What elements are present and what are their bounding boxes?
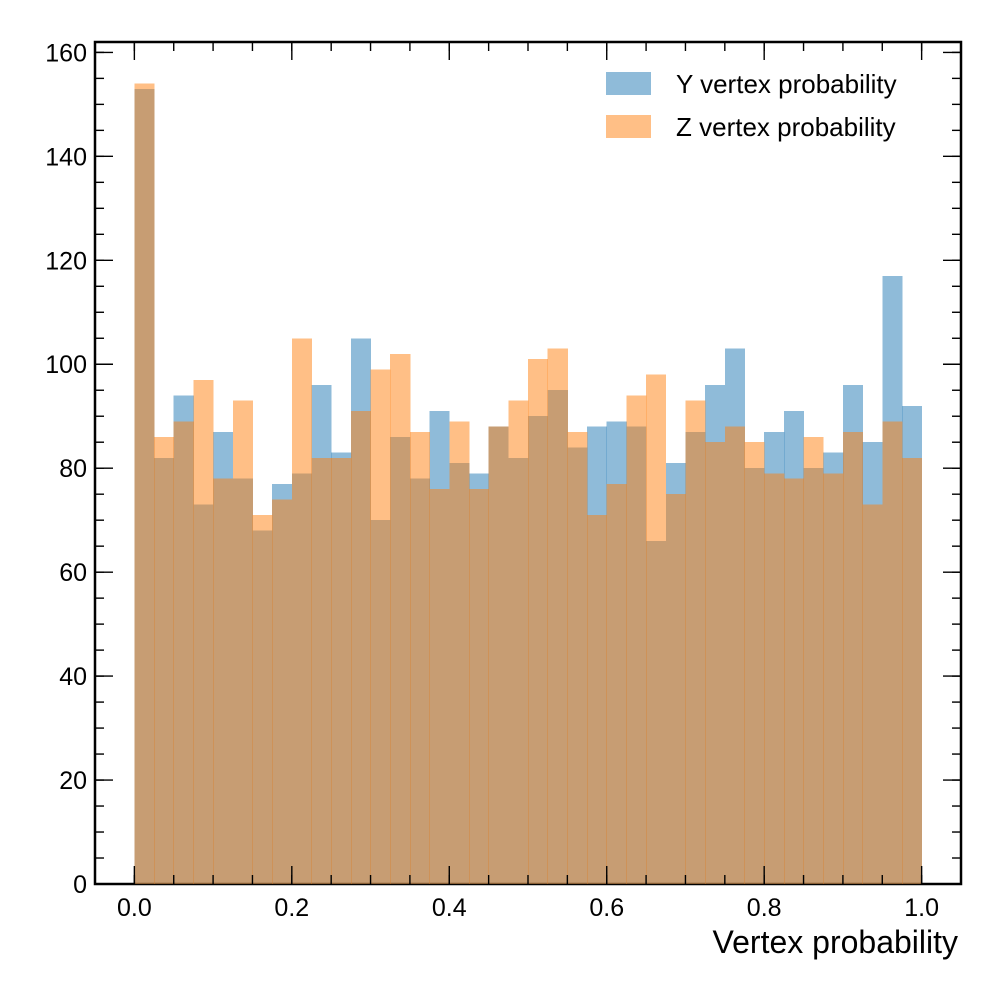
y-tick-label: 0 [73,871,87,899]
histogram-bar [449,421,470,884]
y-tick-label: 40 [59,663,87,691]
histogram-bar [685,400,706,884]
legend-label: Z vertex probability [676,112,896,142]
histogram-bar [862,504,883,884]
histogram-bar [508,400,529,884]
x-tick-label: 0.6 [589,894,624,922]
histogram-bar [350,411,371,884]
histogram-bar [764,473,785,884]
histogram-bar [232,400,253,884]
legend-swatch [606,115,651,138]
y-tick-label: 80 [59,455,87,483]
histogram-bar [134,83,155,884]
histogram-bar [429,488,450,884]
histogram-bar [370,369,391,884]
histogram-bar [567,431,588,884]
legend: Y vertex probability Z vertex probability [606,69,897,142]
x-axis-label: Vertex probability [713,924,958,960]
histogram-bar [882,421,903,884]
ticks-layer [95,42,961,885]
histogram-bar [390,353,411,885]
x-tick-label: 0.4 [432,894,467,922]
x-tick-label: 1.0 [904,894,939,922]
histogram-bar [901,457,923,884]
histogram-bar [587,514,608,884]
histogram-bar [213,478,234,884]
histogram-bar [272,499,293,884]
histogram-bar [783,478,804,884]
histogram-bar [665,494,686,884]
legend-label: Y vertex probability [676,69,897,99]
histogram-bar [842,431,863,884]
histogram-bar [193,379,214,884]
histogram-bar [154,437,175,884]
histogram-bar [646,374,667,884]
histogram-bar [488,426,509,884]
histogram-bar [173,421,194,884]
x-tick-label: 0.8 [747,894,782,922]
x-tick-label: 0.0 [117,894,152,922]
bars-layer [134,83,923,885]
series-2-bars [134,83,923,885]
histogram-bar [803,437,824,884]
y-tick-label: 160 [45,39,87,67]
y-tick-label: 20 [59,767,87,795]
x-tick-label: 0.2 [274,894,309,922]
histogram-bar [744,442,765,884]
tick-labels-layer: 0.0 0.2 0.4 0.6 0.8 1.0 0 20 40 60 80 100 120 140 160 [45,39,939,922]
histogram-bar [311,457,332,884]
histogram-bar [409,431,430,884]
y-tick-label: 120 [45,247,87,275]
legend-swatch [606,72,651,95]
histogram-bar [823,473,844,884]
histogram-bar [468,488,490,884]
y-tick-label: 60 [59,559,87,587]
histogram-bar [705,442,726,884]
histogram-bar [252,514,273,884]
y-tick-label: 140 [45,143,87,171]
histogram-bar [626,395,647,884]
histogram-bar [547,348,568,885]
histogram-bar [724,426,745,884]
histogram-bar [528,359,549,884]
y-tick-label: 100 [45,351,87,379]
histogram-bar [331,457,352,884]
histogram-bar [291,338,312,884]
histogram-bar [606,483,627,884]
